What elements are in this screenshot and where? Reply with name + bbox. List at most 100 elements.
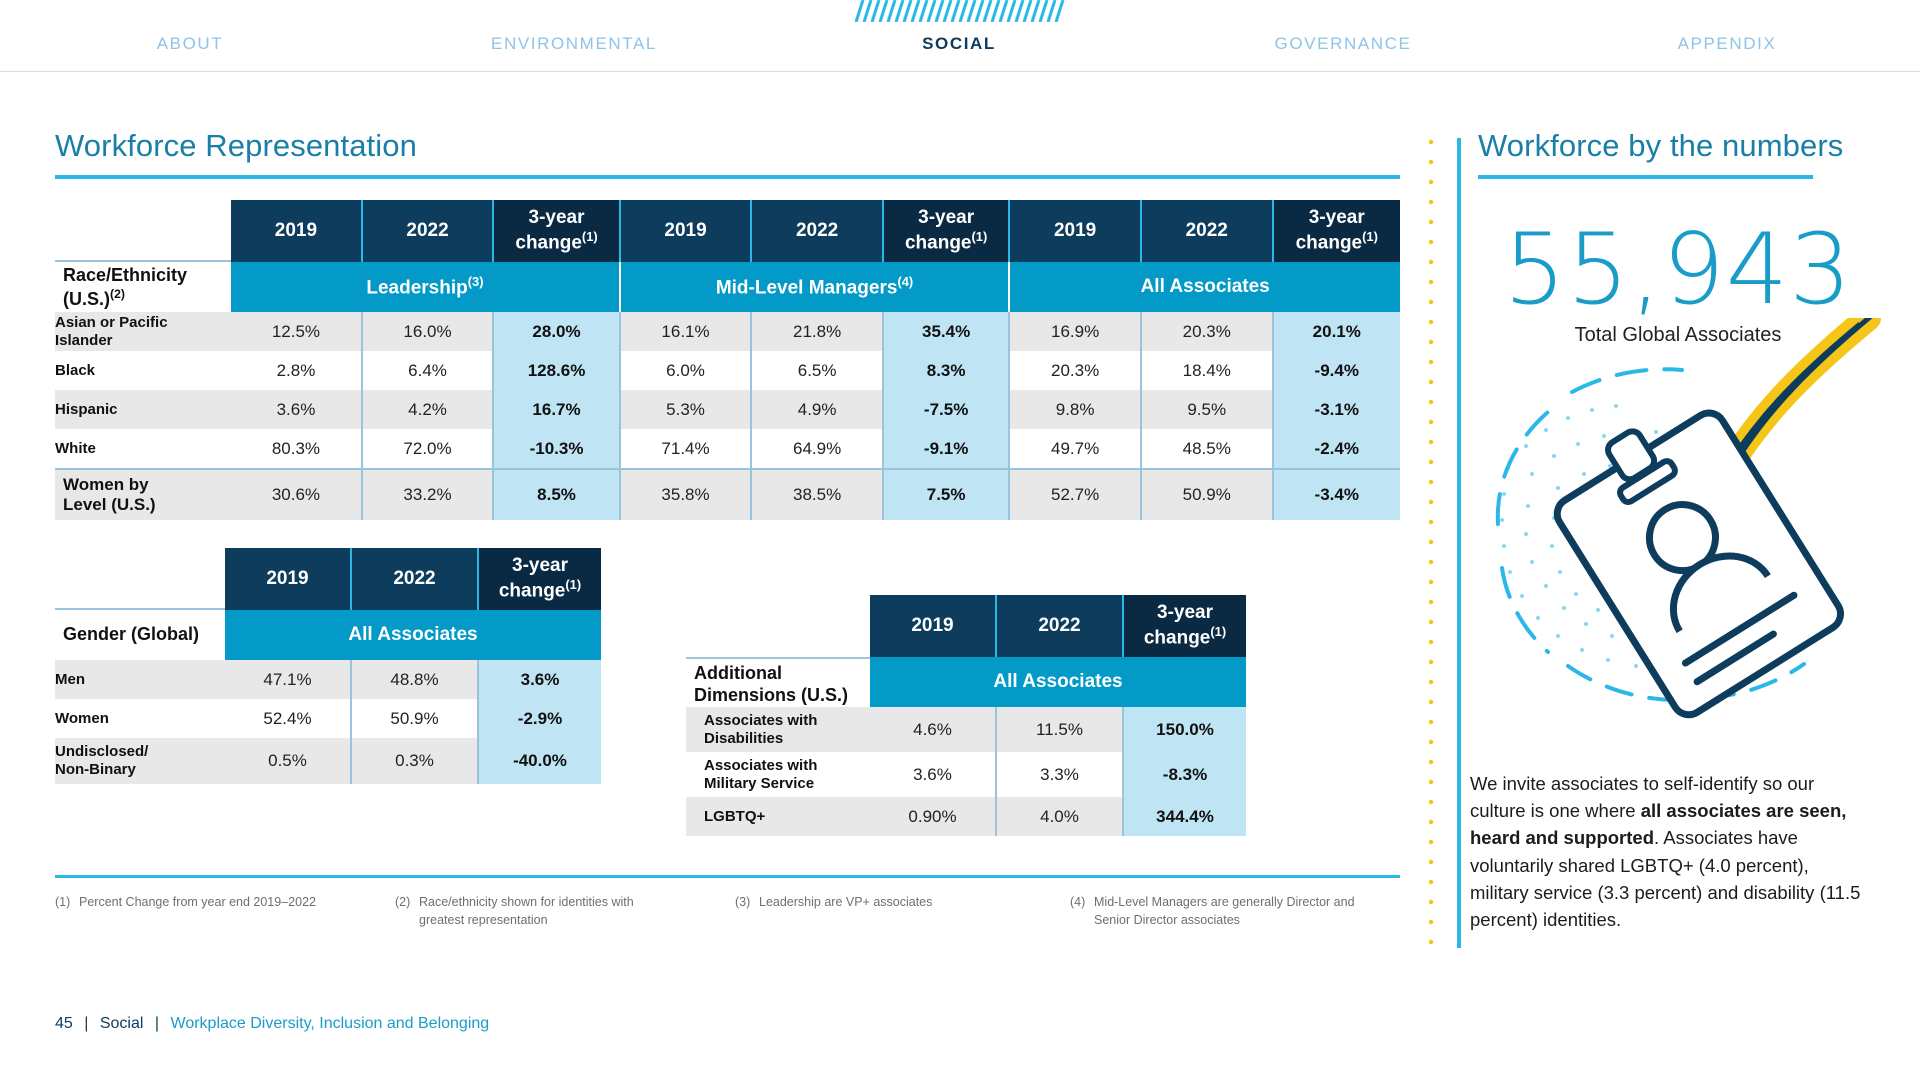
blurb-text-part1: We invite associates to self-identify so…: [1470, 773, 1815, 822]
header-gender-2022: 2022: [352, 548, 479, 610]
row-label-associates-with-military-service: Associates with Military Service: [686, 752, 870, 797]
group-all-associates: All Associates: [1010, 262, 1400, 312]
cell: 6.5%: [752, 351, 884, 390]
cell: 344.4%: [1124, 797, 1246, 836]
cell: -2.9%: [479, 699, 601, 738]
table-row: LGBTQ+ 0.90% 4.0% 344.4%: [686, 797, 1246, 836]
cell: 52.7%: [1010, 468, 1142, 520]
nav-item-environmental[interactable]: ENVIRONMENTAL: [491, 34, 657, 53]
header-leadership-change: 3-year change(1): [494, 200, 621, 262]
cell: 50.9%: [352, 699, 479, 738]
table-header-row: 2019 2022 3-year change(1) 2019 2022 3-ye…: [55, 200, 1400, 262]
cell: 28.0%: [494, 312, 621, 351]
table-row: Hispanic 3.6% 4.2% 16.7% 5.3% 4.9% -7.5%…: [55, 390, 1400, 429]
row-label-men: Men: [55, 660, 225, 699]
cell: -9.4%: [1273, 351, 1400, 390]
header-additional-2022: 2022: [997, 595, 1124, 657]
row-label-asian-pacific-islander: Asian or Pacific Islander: [55, 312, 232, 351]
section-label-gender-global: Gender (Global): [55, 610, 225, 660]
cell: 48.8%: [352, 660, 479, 699]
cell: -9.1%: [883, 429, 1011, 468]
header-spacer: [686, 595, 870, 657]
header-midlevel-2019: 2019: [620, 200, 753, 262]
header-allassoc-change: 3-year change(1): [1273, 200, 1400, 262]
cell: 52.4%: [225, 699, 352, 738]
table-row: Associates with Military Service 3.6% 3.3…: [686, 752, 1246, 797]
header-allassoc-2019: 2019: [1010, 200, 1142, 262]
header-gender-change: 3-year change(1): [479, 548, 601, 610]
row-label-white: White: [55, 429, 232, 468]
cell: 18.4%: [1141, 351, 1274, 390]
cell: 20.3%: [1141, 312, 1274, 351]
sidebar-title: Workforce by the numbers: [1478, 128, 1844, 163]
total-associates-value: 55,943: [1503, 213, 1853, 327]
cell: 12.5%: [231, 312, 363, 351]
table-row: Men 47.1% 48.8% 3.6%: [55, 660, 601, 699]
table-row: Associates with Disabilities 4.6% 11.5% 1…: [686, 707, 1246, 752]
cell: -3.4%: [1273, 468, 1400, 520]
section-label-race-ethnicity: Race/Ethnicity (U.S.)(2): [55, 262, 232, 312]
cell: 9.8%: [1010, 390, 1142, 429]
cell: 80.3%: [231, 429, 363, 468]
header-additional-2019: 2019: [870, 595, 997, 657]
cell: -2.4%: [1273, 429, 1400, 468]
nav-item-social[interactable]: SOCIAL: [922, 34, 996, 53]
cell: -7.5%: [883, 390, 1011, 429]
row-label-associates-with-disabilities: Associates with Disabilities: [686, 707, 870, 752]
table-header-row: 2019 2022 3-year change(1): [686, 595, 1246, 657]
footnote-2: (2) Race/ethnicity shown for identities …: [395, 895, 634, 928]
sidebar: Workforce by the numbers 55,943 Total Gl…: [1478, 128, 1878, 347]
cell: 11.5%: [997, 707, 1124, 752]
table-row: White 80.3% 72.0% -10.3% 71.4% 64.9% -9.…: [55, 429, 1400, 468]
representation-table: 2019 2022 3-year change(1) 2019 2022 3-ye…: [55, 200, 1400, 520]
cell: 64.9%: [752, 429, 884, 468]
nav-item-appendix[interactable]: APPENDIX: [1677, 34, 1777, 53]
cell: 35.4%: [883, 312, 1011, 351]
row-label-women-by-level: Women by Level (U.S.): [55, 468, 232, 520]
cell: 150.0%: [1124, 707, 1246, 752]
cell: 47.1%: [225, 660, 352, 699]
cell: 3.6%: [479, 660, 601, 699]
cell: 6.0%: [620, 351, 753, 390]
group-all-associates: All Associates: [870, 657, 1246, 707]
total-associates-label: Total Global Associates: [1574, 323, 1782, 346]
page-title: Workforce Representation: [55, 128, 417, 163]
cell: 16.1%: [620, 312, 753, 351]
gender-global-table: 2019 2022 3-year change(1) Gender (Global…: [55, 548, 601, 784]
cell: 8.3%: [883, 351, 1011, 390]
page-number: 45: [55, 1015, 73, 1032]
group-midlevel-managers: Mid-Level Managers(4): [620, 262, 1011, 312]
section-label-additional-dimensions: Additional Dimensions (U.S.): [686, 657, 870, 707]
group-leadership: Leadership(3): [231, 262, 621, 312]
nav-item-about[interactable]: ABOUT: [156, 34, 224, 53]
footnotes-divider: [55, 875, 1400, 878]
row-label-women: Women: [55, 699, 225, 738]
cell: 16.0%: [362, 312, 495, 351]
blurb-text-bold: all associates are seen, heard and suppo…: [1470, 800, 1847, 849]
footer-separator-2: |: [154, 1015, 160, 1032]
header-spacer: [55, 200, 232, 262]
table-row: Asian or Pacific Islander 12.5% 16.0% 28.…: [55, 312, 1400, 351]
footnote-1: (1) Percent Change from year end 2019–20…: [55, 895, 316, 909]
row-label-lgbtq: LGBTQ+: [686, 797, 870, 836]
header-leadership-2019: 2019: [231, 200, 363, 262]
footnote-3: (3) Leadership are VP+ associates: [735, 895, 933, 909]
cell: 9.5%: [1141, 390, 1274, 429]
cell: 48.5%: [1141, 429, 1274, 468]
group-header-row: Additional Dimensions (U.S.) All Associat…: [686, 657, 1246, 707]
header-leadership-2022: 2022: [362, 200, 495, 262]
cell: 71.4%: [620, 429, 753, 468]
footer-separator-1: |: [84, 1015, 89, 1032]
nav-item-governance[interactable]: GOVERNANCE: [1274, 34, 1412, 53]
cell: 20.3%: [1010, 351, 1142, 390]
cell: 16.9%: [1010, 312, 1142, 351]
group-header-row: Race/Ethnicity (U.S.)(2) Leadership(3) Mi…: [55, 262, 1400, 312]
row-label-hispanic: Hispanic: [55, 390, 232, 429]
footer-subsection[interactable]: Workplace Diversity, Inclusion and Belon…: [170, 1015, 490, 1032]
title-underline: [55, 175, 1400, 179]
header-spacer: [55, 548, 225, 610]
cell: 3.3%: [997, 752, 1124, 797]
cell: 7.5%: [883, 468, 1011, 520]
row-label-undisclosed-non-binary: Undisclosed/Non-Binary: [55, 738, 225, 784]
cell: 72.0%: [362, 429, 495, 468]
